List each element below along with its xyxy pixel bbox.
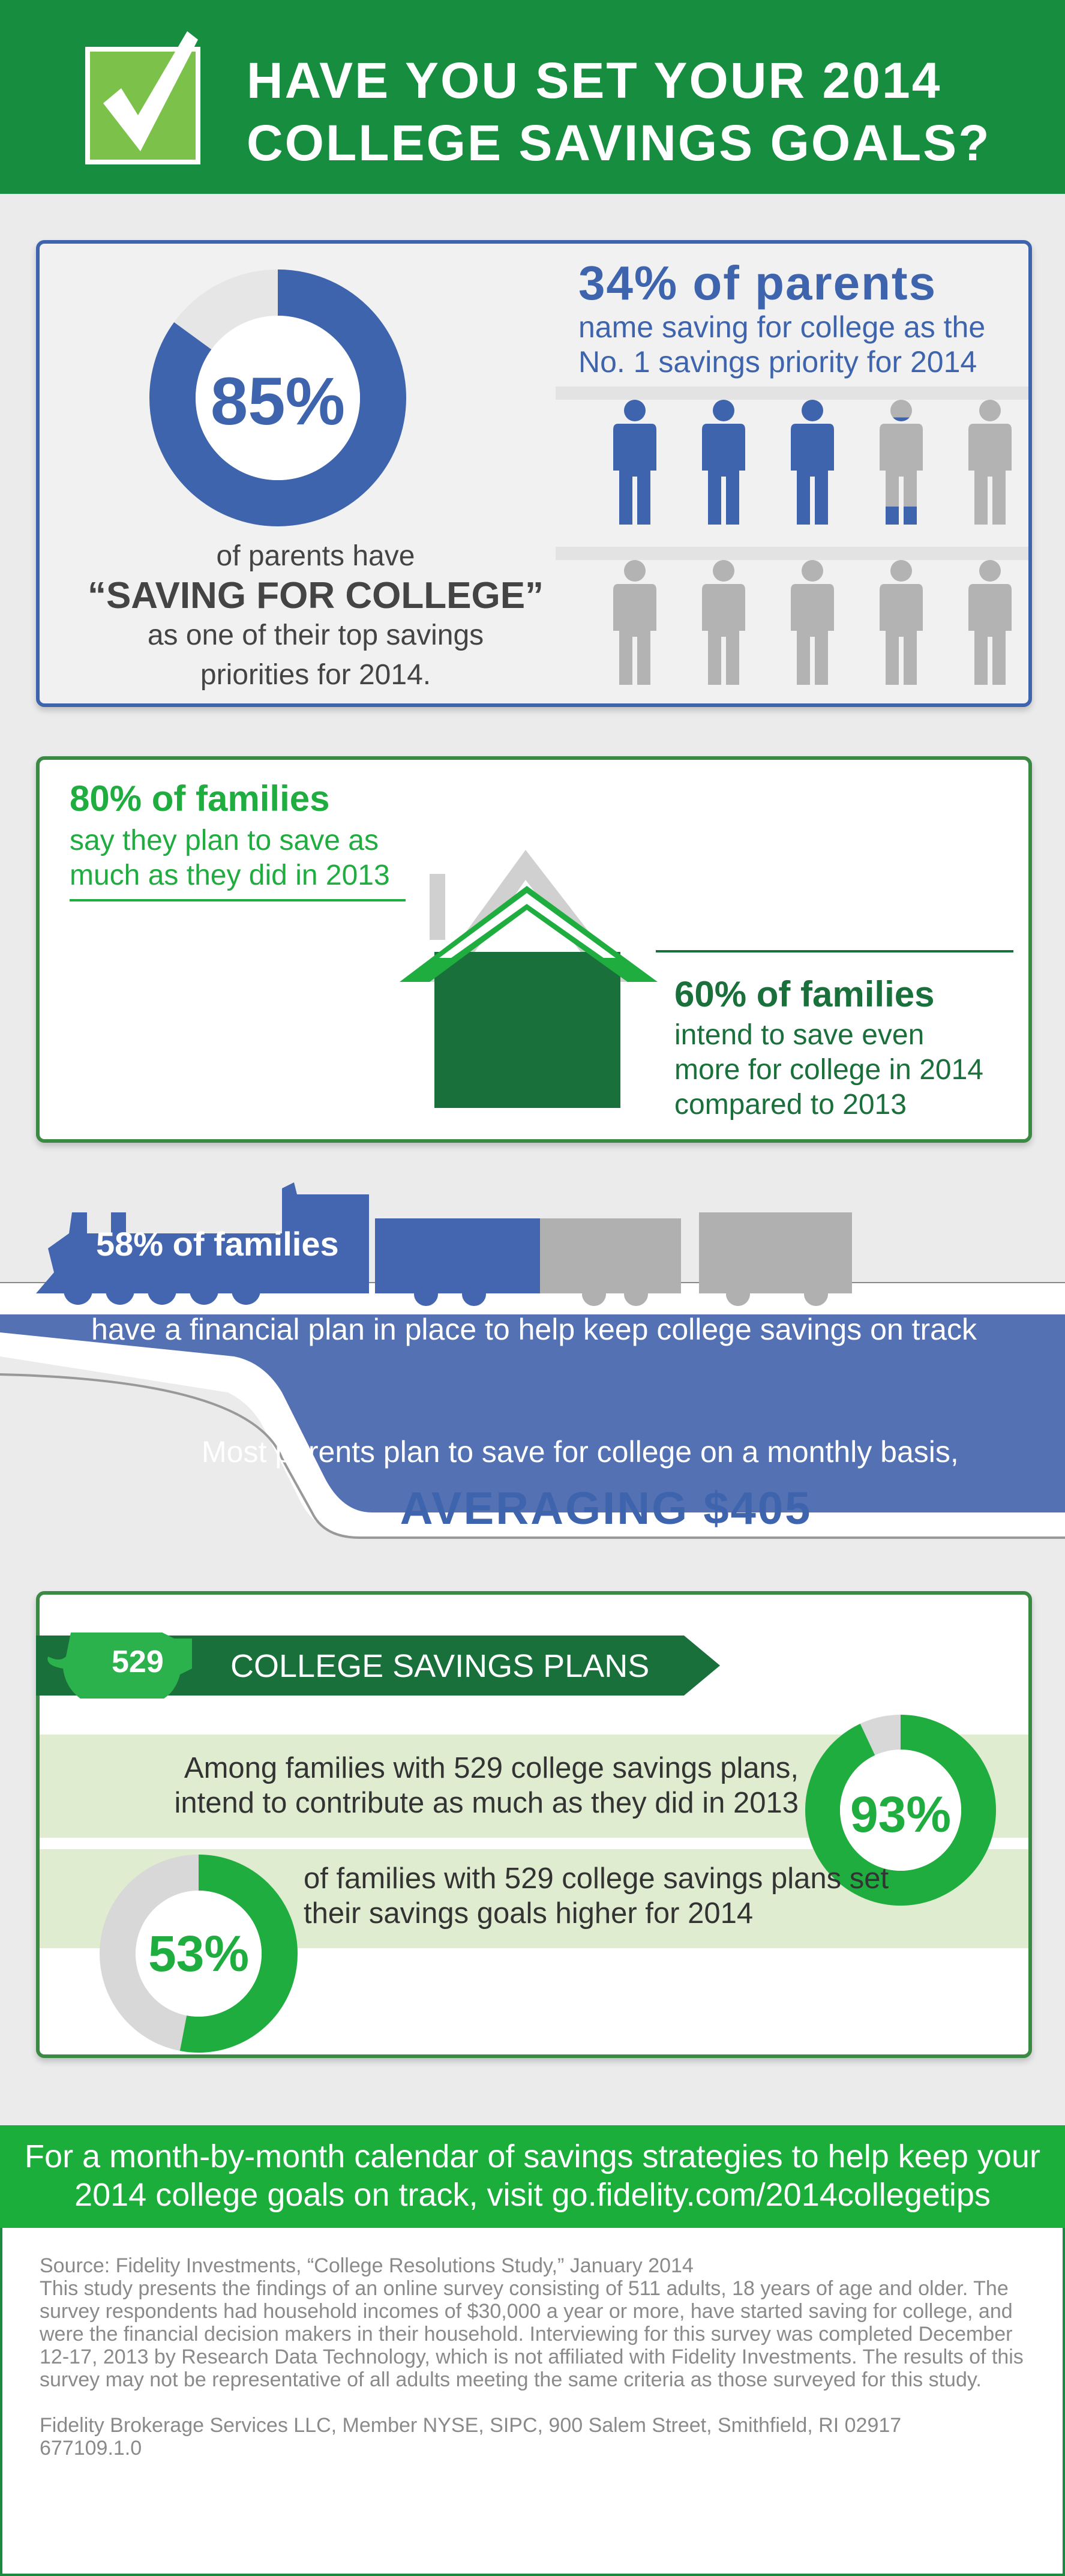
donut-85-percent bbox=[149, 269, 406, 526]
plans-banner bbox=[36, 1633, 720, 1699]
cta-banner: For a month-by-month calendar of savings… bbox=[0, 2125, 1065, 2228]
person-icon bbox=[702, 400, 745, 525]
donut-value-85: 85% bbox=[210, 364, 346, 439]
stat4-caption: intend to save even more for college in … bbox=[674, 1018, 983, 1122]
parents-priority-card: 85% of parents have “SAVING FOR COLLEGE”… bbox=[36, 240, 1032, 707]
house-icon bbox=[400, 850, 658, 1108]
person-icon bbox=[613, 400, 656, 525]
stat4-line1: intend to save even bbox=[674, 1019, 925, 1051]
person-icon bbox=[880, 560, 923, 685]
stat2-headline: 34% of parents bbox=[578, 256, 937, 310]
families-saving-card: 80% of families say they plan to save as… bbox=[36, 756, 1032, 1143]
donut-fill bbox=[100, 1855, 298, 2053]
stat1-line1: of parents have bbox=[216, 540, 415, 572]
divider-line bbox=[656, 950, 1013, 952]
methodology-text: This study presents the findings of an o… bbox=[40, 2277, 1024, 2391]
person-icon bbox=[968, 560, 1012, 685]
divider-line bbox=[70, 899, 406, 901]
person-icon bbox=[968, 400, 1012, 525]
donut-53-percent bbox=[100, 1855, 298, 2053]
stat2-line2: No. 1 savings priority for 2014 bbox=[578, 345, 977, 379]
source-citation: Source: Fidelity Investments, “College R… bbox=[40, 2254, 694, 2277]
title-line-2: COLLEGE SAVINGS GOALS? bbox=[247, 115, 991, 171]
checkbox-check-icon bbox=[85, 31, 200, 164]
stat1-line3: as one of their top savings bbox=[147, 619, 484, 651]
locomotive-icon bbox=[36, 1182, 369, 1305]
stat4-line3: compared to 2013 bbox=[674, 1089, 907, 1121]
row-band bbox=[556, 387, 1028, 400]
train-car-gray bbox=[540, 1218, 681, 1293]
stat3-line1: say they plan to save as bbox=[70, 825, 379, 856]
stat-a-line2: intend to contribute as much as they did… bbox=[174, 1787, 799, 1819]
title-line-1: HAVE YOU SET YOUR 2014 bbox=[247, 52, 942, 109]
donut-value-53: 53% bbox=[148, 1925, 250, 1982]
529-plans-card: 529 COLLEGE SAVINGS PLANS Among families… bbox=[36, 1591, 1032, 2058]
donut-value-93: 93% bbox=[850, 1786, 952, 1843]
stat2-caption: name saving for college as the No. 1 sav… bbox=[578, 310, 985, 379]
train-car-gray bbox=[699, 1212, 852, 1293]
person-icon bbox=[791, 560, 834, 685]
stat1-caption: of parents have “SAVING FOR COLLEGE” as … bbox=[76, 537, 556, 695]
donut-fill bbox=[149, 269, 406, 526]
piggy-bank-icon bbox=[47, 1633, 192, 1699]
person-icon bbox=[702, 560, 745, 685]
average-amount: AVERAGING $405 bbox=[400, 1483, 812, 1534]
train-car-blue bbox=[375, 1218, 540, 1293]
stat4-headline: 60% of families bbox=[674, 974, 935, 1014]
stat3-line2: much as they did in 2013 bbox=[70, 859, 390, 891]
stat4-line2: more for college in 2014 bbox=[674, 1054, 983, 1086]
donut-93-percent bbox=[805, 1715, 996, 1906]
cta-link[interactable]: 2014 college goals on track, visit go.fi… bbox=[74, 2177, 991, 2213]
stat1-line2: “SAVING FOR COLLEGE” bbox=[87, 575, 544, 616]
stat3-headline: 80% of families bbox=[70, 778, 330, 819]
stat6-caption: Most parents plan to save for college on… bbox=[202, 1435, 959, 1469]
fine-print: Source: Fidelity Investments, “College R… bbox=[0, 2228, 1065, 2576]
person-icon bbox=[791, 400, 834, 525]
person-icon bbox=[880, 400, 923, 525]
plans-title: COLLEGE SAVINGS PLANS bbox=[230, 1648, 650, 1684]
disclosure-text: Fidelity Brokerage Services LLC, Member … bbox=[40, 2414, 902, 2437]
stat-a-caption: Among families with 529 college savings … bbox=[100, 1751, 799, 1820]
row-band bbox=[556, 547, 1028, 560]
stat5-caption: have a financial plan in place to help k… bbox=[91, 1313, 977, 1346]
stat3-caption: say they plan to save as much as they di… bbox=[70, 823, 390, 893]
donut-fill bbox=[805, 1715, 996, 1906]
stat-b-line2: their savings goals higher for 2014 bbox=[304, 1897, 754, 1930]
529-badge: 529 bbox=[112, 1645, 164, 1679]
stat2-line1: name saving for college as the bbox=[578, 310, 986, 344]
train-track-graphic bbox=[0, 1182, 1065, 1539]
stat-b-line1: of families with 529 college savings pla… bbox=[304, 1862, 889, 1895]
stat5-headline: 58% of families bbox=[96, 1225, 339, 1263]
stat1-line4: priorities for 2014. bbox=[200, 659, 431, 691]
cta-line1: For a month-by-month calendar of savings… bbox=[25, 2138, 1040, 2174]
stat-b-caption: of families with 529 college savings pla… bbox=[304, 1861, 889, 1931]
document-code: 677109.1.0 bbox=[40, 2437, 142, 2460]
page-title: HAVE YOU SET YOUR 2014 COLLEGE SAVINGS G… bbox=[247, 49, 991, 174]
stat-a-line1: Among families with 529 college savings … bbox=[184, 1752, 799, 1784]
person-icon bbox=[613, 560, 656, 685]
header-banner: HAVE YOU SET YOUR 2014 COLLEGE SAVINGS G… bbox=[0, 0, 1065, 194]
